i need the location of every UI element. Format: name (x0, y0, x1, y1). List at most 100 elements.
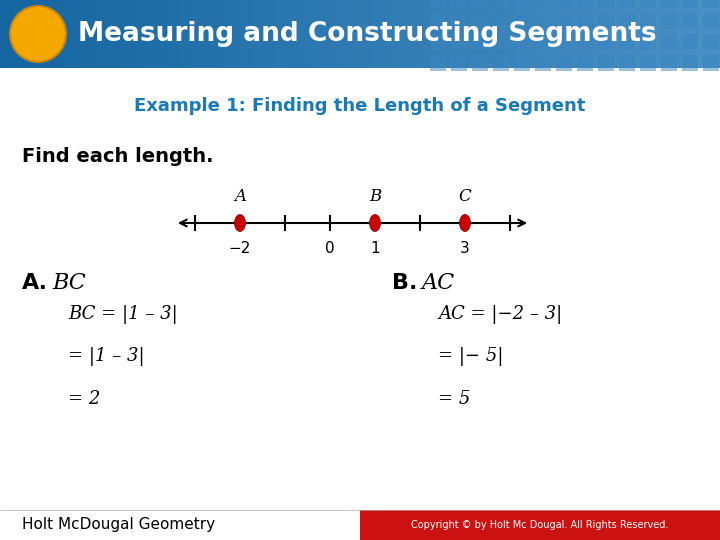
Bar (556, 13, 572, 29)
Bar (528, 0, 540, 68)
Bar (456, 0, 468, 68)
Bar (72, 0, 84, 68)
Text: Example 1: Finding the Length of a Segment: Example 1: Finding the Length of a Segme… (135, 97, 585, 115)
Bar (703, 0, 719, 8)
Bar (432, 0, 444, 68)
Bar (703, 55, 719, 71)
Bar (493, 34, 509, 50)
Bar (514, 13, 530, 29)
Bar (552, 0, 564, 68)
Bar (636, 0, 648, 68)
Text: C: C (459, 188, 472, 205)
Bar (564, 0, 576, 68)
Bar (300, 0, 312, 68)
Bar (514, 0, 530, 8)
Bar (598, 34, 614, 50)
Bar (451, 0, 467, 8)
Bar (576, 0, 588, 68)
Bar (556, 34, 572, 50)
Bar (384, 0, 396, 68)
Bar (577, 13, 593, 29)
Bar (640, 0, 656, 8)
Bar (619, 13, 635, 29)
Bar (640, 13, 656, 29)
Bar (493, 0, 509, 8)
Bar (372, 0, 384, 68)
Bar (472, 13, 488, 29)
Bar (514, 55, 530, 71)
Bar (640, 34, 656, 50)
Text: B.: B. (392, 273, 418, 293)
Bar (577, 0, 593, 8)
Bar (228, 0, 240, 68)
Bar (672, 0, 684, 68)
Text: Holt McDougal Geometry: Holt McDougal Geometry (22, 517, 215, 532)
Bar (598, 13, 614, 29)
Bar (0, 0, 12, 68)
Bar (648, 0, 660, 68)
Bar (588, 0, 600, 68)
Text: AC = |−2 – 3|: AC = |−2 – 3| (438, 306, 562, 325)
Bar (360, 0, 372, 68)
Bar (396, 0, 408, 68)
Text: A.: A. (22, 273, 48, 293)
Bar (204, 0, 216, 68)
Bar (180, 0, 192, 68)
Text: = 5: = 5 (438, 390, 470, 408)
Bar (661, 13, 677, 29)
Bar (444, 0, 456, 68)
Bar (408, 0, 420, 68)
Bar (703, 34, 719, 50)
Bar (682, 34, 698, 50)
Text: Copyright © by Holt Mc Dougal. All Rights Reserved.: Copyright © by Holt Mc Dougal. All Right… (411, 520, 669, 530)
Bar (192, 0, 204, 68)
Bar (360, 510, 720, 540)
Text: 1: 1 (370, 241, 380, 256)
Text: 3: 3 (460, 241, 470, 256)
Bar (619, 55, 635, 71)
Bar (684, 0, 696, 68)
Bar (598, 0, 614, 8)
Text: A: A (234, 188, 246, 205)
Bar (472, 34, 488, 50)
Bar (556, 0, 572, 8)
Bar (324, 0, 336, 68)
Bar (108, 0, 120, 68)
Bar (264, 0, 276, 68)
Bar (348, 0, 360, 68)
Bar (472, 0, 488, 8)
Ellipse shape (235, 214, 246, 232)
Bar (156, 0, 168, 68)
Bar (276, 0, 288, 68)
Bar (535, 55, 551, 71)
Bar (492, 0, 504, 68)
Bar (682, 0, 698, 8)
Bar (132, 0, 144, 68)
Bar (24, 0, 36, 68)
Bar (661, 34, 677, 50)
Ellipse shape (369, 214, 380, 232)
Bar (660, 0, 672, 68)
Bar (504, 0, 516, 68)
Bar (451, 13, 467, 29)
Bar (240, 0, 252, 68)
Text: = |− 5|: = |− 5| (438, 348, 503, 367)
Bar (577, 55, 593, 71)
Bar (252, 0, 264, 68)
Bar (468, 0, 480, 68)
Bar (556, 55, 572, 71)
Bar (661, 0, 677, 8)
Bar (288, 0, 300, 68)
Bar (640, 55, 656, 71)
Text: B: B (369, 188, 381, 205)
Text: Find each length.: Find each length. (22, 146, 214, 165)
Bar (430, 34, 446, 50)
Bar (577, 34, 593, 50)
Bar (514, 34, 530, 50)
Bar (696, 0, 708, 68)
Bar (36, 0, 48, 68)
Bar (120, 0, 132, 68)
Bar (84, 0, 96, 68)
Text: = 2: = 2 (68, 390, 100, 408)
Bar (430, 13, 446, 29)
